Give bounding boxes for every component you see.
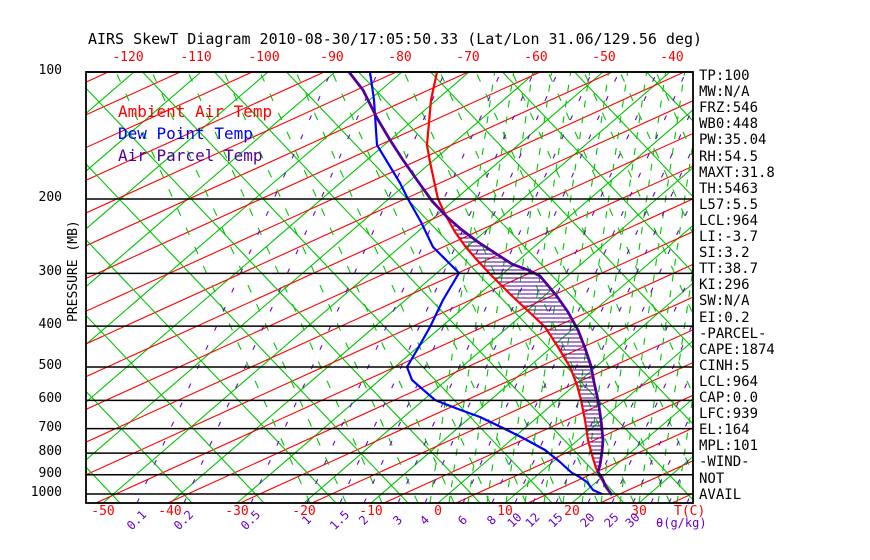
pressure-tick-800: 800 bbox=[38, 444, 62, 460]
stat-line-maxt: MAXT:31.8 bbox=[699, 164, 775, 181]
stat-line-cape: CAPE:1874 bbox=[699, 341, 775, 358]
stat-line-frz: FRZ:546 bbox=[699, 100, 759, 117]
stat-line-not: NOT bbox=[699, 470, 725, 487]
bottom-temp-tick-30: 30 bbox=[631, 504, 647, 519]
legend-dew-point-temp: Dew Point Temp bbox=[118, 124, 253, 143]
stat-line-si: SI:3.2 bbox=[699, 245, 750, 262]
bottom-temp-tick--10: -10 bbox=[359, 504, 383, 519]
legend-air-parcel-temp: Air Parcel Temp bbox=[118, 146, 263, 165]
bottom-temp-tick-0: 0 bbox=[434, 504, 442, 519]
pressure-tick-600: 600 bbox=[38, 391, 62, 407]
top-temp-tick--90: -90 bbox=[320, 50, 344, 65]
stat-line-cinh: CINH:5 bbox=[699, 357, 750, 374]
stat-line-wb0: WB0:448 bbox=[699, 116, 759, 133]
top-temp-tick--50: -50 bbox=[592, 50, 616, 65]
stat-line-mpl: MPL:101 bbox=[699, 438, 759, 455]
pressure-tick-100: 100 bbox=[38, 63, 62, 78]
plot-grid bbox=[86, 72, 693, 503]
stat-line-th: TH:5463 bbox=[699, 180, 759, 197]
top-temp-tick--110: -110 bbox=[180, 50, 212, 65]
bottom-temp-tick--50: -50 bbox=[91, 504, 115, 519]
pressure-tick-1000: 1000 bbox=[30, 485, 62, 500]
page-title: AIRS SkewT Diagram 2010-08-30/17:05:50.3… bbox=[87, 30, 703, 48]
stat-line-tt: TT:38.7 bbox=[699, 261, 759, 278]
pressure-axis-label: PRESSURE (MB) bbox=[65, 220, 81, 323]
stat-line-parcel: -PARCEL- bbox=[699, 325, 767, 342]
curve-dew-point-temp bbox=[368, 72, 603, 496]
stat-line-cap: CAP:0.0 bbox=[699, 390, 759, 406]
stat-line-lfc: LFC:939 bbox=[699, 406, 759, 423]
bottom-temp-tick--20: -20 bbox=[292, 504, 316, 519]
bottom-temp-tick-10: 10 bbox=[497, 504, 513, 519]
bottom-temp-tick-20: 20 bbox=[564, 504, 580, 519]
stat-line-avail: AVAIL bbox=[699, 486, 742, 503]
pressure-tick-200: 200 bbox=[38, 190, 62, 206]
bottom-temp-tick--30: -30 bbox=[225, 504, 249, 519]
stat-line-sw: SW:N/A bbox=[699, 293, 750, 310]
pressure-tick-700: 700 bbox=[38, 419, 62, 435]
stat-line-lcl: LCL:964 bbox=[699, 373, 759, 390]
stat-line-ei: EI:0.2 bbox=[699, 309, 750, 326]
stat-line-li: LI:-3.7 bbox=[699, 229, 759, 245]
top-temp-tick--70: -70 bbox=[456, 50, 480, 65]
stat-line-mw: MW:N/A bbox=[699, 84, 750, 101]
stat-line-tp: TP:100 bbox=[699, 68, 750, 84]
curve-air-parcel-temp bbox=[347, 72, 614, 496]
temp-unit-label: T(C) bbox=[674, 504, 706, 519]
mixing-ratio-unit-label: θ(g/kg) bbox=[656, 516, 707, 530]
stat-line-ki: KI:296 bbox=[699, 277, 750, 294]
top-temp-tick--40: -40 bbox=[660, 50, 684, 65]
stat-line-wind: -WIND- bbox=[699, 454, 750, 471]
stat-line-el: EL:164 bbox=[699, 422, 750, 439]
bottom-temp-tick--40: -40 bbox=[158, 504, 182, 519]
pressure-tick-300: 300 bbox=[38, 264, 62, 280]
stat-line-pw: PW:35.04 bbox=[699, 132, 767, 149]
legend-ambient-air-temp: Ambient Air Temp bbox=[118, 102, 273, 121]
top-temp-tick--80: -80 bbox=[388, 50, 412, 65]
plot-border bbox=[85, 71, 694, 504]
pressure-tick-900: 900 bbox=[38, 465, 62, 481]
stat-line-lcl: LCL:964 bbox=[699, 212, 759, 229]
stat-line-l57: L57:5.5 bbox=[699, 196, 759, 213]
pressure-tick-500: 500 bbox=[38, 357, 62, 373]
top-temp-tick--60: -60 bbox=[524, 50, 548, 65]
pressure-tick-400: 400 bbox=[38, 317, 62, 333]
curve-ambient-air-temp bbox=[425, 72, 613, 496]
top-temp-tick--120: -120 bbox=[112, 50, 144, 65]
stat-line-rh: RH:54.5 bbox=[699, 148, 759, 165]
top-temp-tick--100: -100 bbox=[248, 50, 280, 65]
